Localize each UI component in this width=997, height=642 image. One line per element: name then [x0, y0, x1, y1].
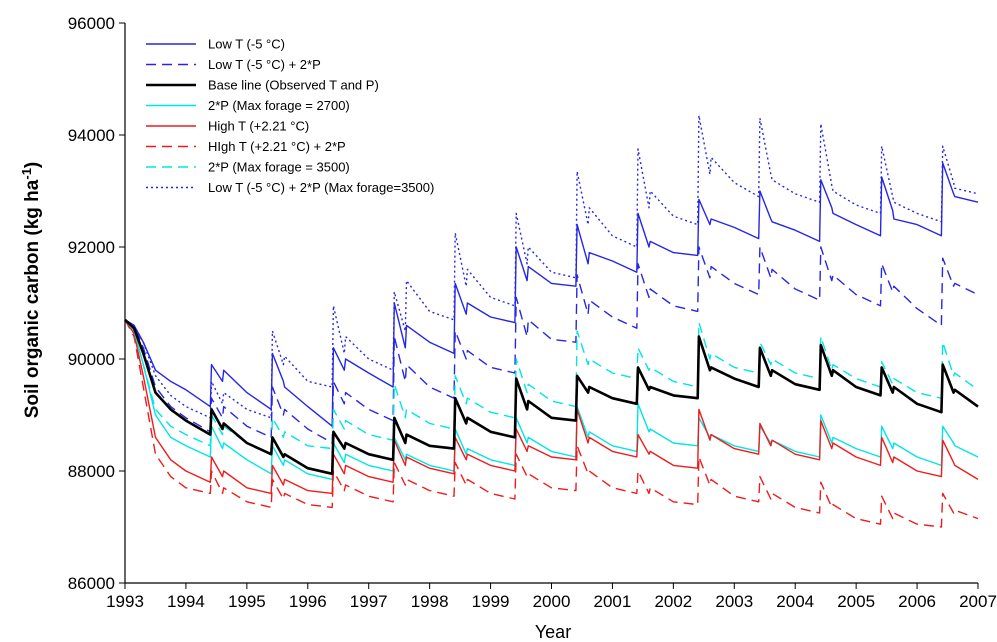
x-tick-label: 2006 — [898, 592, 936, 611]
y-tick-label: 96000 — [68, 14, 115, 33]
x-tick-label: 1993 — [106, 592, 144, 611]
legend-label-0: Low T (-5 °C) — [208, 37, 285, 52]
series-line-6 — [124, 319, 979, 455]
legend-label-6: 2*P (Max forage = 3500) — [208, 160, 350, 175]
legend-label-1: Low T (-5 °C) + 2*P — [208, 57, 321, 72]
x-axis-label: Year — [535, 622, 571, 642]
x-tick-label: 1996 — [289, 592, 327, 611]
x-tick-label: 1999 — [472, 592, 510, 611]
series-line-4 — [124, 319, 979, 495]
y-tick-label: 92000 — [68, 238, 115, 257]
x-tick-label: 1995 — [228, 592, 266, 611]
x-tick-label: 2004 — [776, 592, 814, 611]
y-tick-label: 90000 — [68, 350, 115, 369]
series-line-1 — [124, 246, 979, 444]
series-line-3 — [124, 319, 979, 481]
x-tick-label: 2003 — [715, 592, 753, 611]
series-line-7 — [124, 114, 979, 419]
x-tick-label: 2002 — [654, 592, 692, 611]
ticks-layer: 1993 1994 1995 1996 1997 1998 1999 2000 2001 2002… — [68, 14, 997, 611]
y-tick-label: 94000 — [68, 126, 115, 145]
y-tick-label: 88000 — [68, 462, 115, 481]
y-axis-label-close: ) — [22, 162, 43, 168]
series-line-0 — [124, 162, 979, 427]
x-tick-label: 2005 — [837, 592, 875, 611]
legend-label-2: Base line (Observed T and P) — [208, 78, 379, 93]
x-tick-label: 2000 — [533, 592, 571, 611]
x-tick-label: 1998 — [411, 592, 449, 611]
x-tick-label: 1997 — [350, 592, 388, 611]
y-axis-label-unit-exponent: -1 — [19, 168, 34, 180]
y-axis-label: Soil organic carbon (kg ha-1) — [19, 162, 44, 419]
x-tick-label: 1994 — [167, 592, 205, 611]
x-tick-label: 2001 — [594, 592, 632, 611]
x-tick-label: 2007 — [959, 592, 997, 611]
legend-label-4: High T (+2.21 °C) — [208, 119, 309, 134]
legend-label-7: Low T (-5 °C) + 2*P (Max forage=3500) — [208, 180, 434, 195]
series-layer — [124, 114, 979, 528]
series-line-2 — [124, 318, 979, 476]
legend-label-3: 2*P (Max forage = 2700) — [208, 98, 350, 113]
y-axis-label-main: Soil organic carbon (kg ha — [22, 179, 43, 418]
y-tick-label: 86000 — [68, 574, 115, 593]
legend-label-5: HIgh T (+2.21 °C) + 2*P — [208, 139, 346, 154]
legend: Low T (-5 °C) Low T (-5 °C) + 2*P Base lin… — [146, 37, 434, 195]
series-line-5 — [124, 319, 979, 528]
